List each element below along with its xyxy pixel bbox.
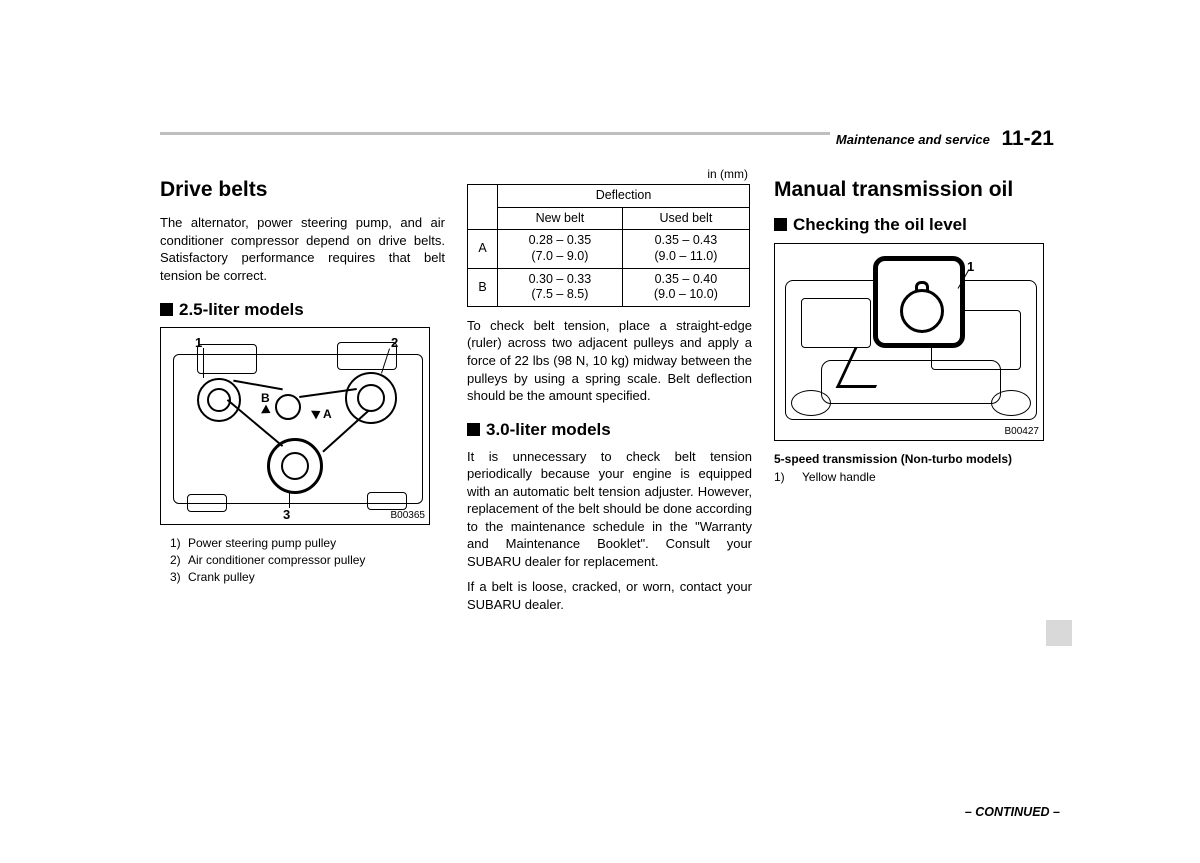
square-bullet-icon xyxy=(160,303,173,316)
table-row-label: B xyxy=(468,268,498,306)
legend-num: 2) xyxy=(160,552,188,569)
legend-row: 2) Air conditioner compressor pulley xyxy=(160,552,445,569)
table-corner xyxy=(468,185,498,230)
figure-drive-belts: 1 2 3 A B B00365 xyxy=(160,327,430,525)
table-unit: in (mm) xyxy=(467,166,752,182)
fig1-label-3: 3 xyxy=(283,506,290,524)
legend-num: 1) xyxy=(160,535,188,552)
engine-bay-sketch: 1 xyxy=(781,250,1037,434)
heading-25-liter-text: 2.5-liter models xyxy=(179,300,304,319)
legend-row: 3) Crank pulley xyxy=(160,569,445,586)
heading-25-liter: 2.5-liter models xyxy=(160,299,445,322)
table-header-deflection: Deflection xyxy=(498,185,750,208)
fig1-label-1: 1 xyxy=(195,334,202,352)
thumb-tab xyxy=(1046,620,1072,646)
drive-belts-intro: The alternator, power steering pump, and… xyxy=(160,214,445,284)
figure-transmission-oil: 1 B00427 xyxy=(774,243,1044,441)
continued-label: – CONTINUED – xyxy=(965,805,1060,819)
content-columns: Drive belts The alternator, power steeri… xyxy=(160,160,1060,622)
heading-checking-oil-text: Checking the oil level xyxy=(793,215,967,234)
column-2: in (mm) Deflection New belt Used belt A … xyxy=(467,160,752,622)
table-row: A 0.28 – 0.35(7.0 – 9.0) 0.35 – 0.43(9.0… xyxy=(468,230,750,268)
header-section: Maintenance and service 11-21 xyxy=(830,127,1060,151)
table-header-used: Used belt xyxy=(622,207,749,230)
fig1-label-A: A xyxy=(323,406,332,422)
legend-num: 1) xyxy=(774,469,802,486)
figure-code-1: B00365 xyxy=(391,509,425,523)
legend-row: 1) Yellow handle xyxy=(774,469,1059,486)
table-header-new: New belt xyxy=(498,207,623,230)
column-3: Manual transmission oil Checking the oil… xyxy=(774,160,1059,622)
table-row: B 0.30 – 0.33(7.5 – 8.5) 0.35 – 0.40(9.0… xyxy=(468,268,750,306)
figure-code-2: B00427 xyxy=(1005,425,1039,439)
oil-cap-icon xyxy=(900,289,944,333)
figure2-caption: 5-speed transmission (Non-turbo models) xyxy=(774,451,1059,467)
belt-tension-instructions: To check belt tension, place a straight-… xyxy=(467,317,752,405)
table-cell: 0.28 – 0.35(7.0 – 9.0) xyxy=(498,230,623,268)
legend-text: Yellow handle xyxy=(802,469,1059,486)
table-cell: 0.35 – 0.40(9.0 – 10.0) xyxy=(622,268,749,306)
fig2-label-1: 1 xyxy=(967,258,974,276)
square-bullet-icon xyxy=(774,218,787,231)
figure2-legend: 1) Yellow handle xyxy=(774,469,1059,486)
heading-30-liter-text: 3.0-liter models xyxy=(486,420,611,439)
engine-sketch: 1 2 3 A B xyxy=(167,334,423,518)
30-liter-paragraph-2: If a belt is loose, cracked, or worn, co… xyxy=(467,578,752,613)
fig1-label-2: 2 xyxy=(391,334,398,352)
fig1-label-B: B xyxy=(261,390,270,406)
legend-text: Power steering pump pulley xyxy=(188,535,445,552)
30-liter-paragraph-1: It is unnecessary to check belt tension … xyxy=(467,448,752,571)
table-cell: 0.35 – 0.43(9.0 – 11.0) xyxy=(622,230,749,268)
deflection-table: Deflection New belt Used belt A 0.28 – 0… xyxy=(467,184,750,307)
legend-row: 1) Power steering pump pulley xyxy=(160,535,445,552)
heading-30-liter: 3.0-liter models xyxy=(467,419,752,442)
page-number: 11-21 xyxy=(1001,127,1054,150)
square-bullet-icon xyxy=(467,423,480,436)
column-1: Drive belts The alternator, power steeri… xyxy=(160,160,445,622)
legend-text: Crank pulley xyxy=(188,569,445,586)
legend-num: 3) xyxy=(160,569,188,586)
table-cell: 0.30 – 0.33(7.5 – 8.5) xyxy=(498,268,623,306)
heading-drive-belts: Drive belts xyxy=(160,176,445,204)
heading-checking-oil: Checking the oil level xyxy=(774,214,1059,237)
table-row-label: A xyxy=(468,230,498,268)
callout-box xyxy=(873,256,965,348)
legend-text: Air conditioner compressor pulley xyxy=(188,552,445,569)
section-name: Maintenance and service xyxy=(836,132,990,147)
figure1-legend: 1) Power steering pump pulley 2) Air con… xyxy=(160,535,445,585)
heading-manual-transmission: Manual transmission oil xyxy=(774,176,1059,204)
